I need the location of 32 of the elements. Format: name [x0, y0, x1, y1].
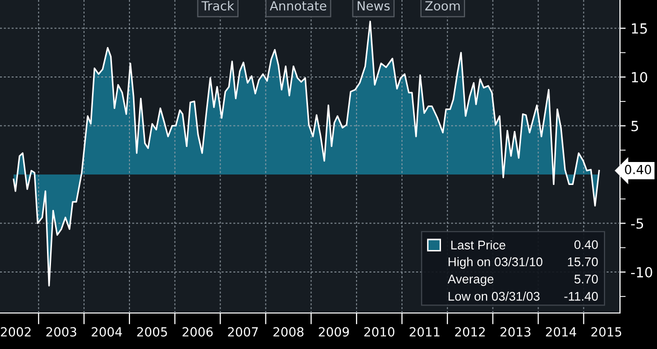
annotation: Zoom	[425, 1, 460, 11]
y-tick-label: -5	[631, 218, 644, 229]
annotation: 15.70	[568, 257, 598, 266]
legend-label: Last Price	[451, 240, 506, 250]
x-tick-label: 2012	[455, 327, 485, 337]
x-tick-label: 2004	[92, 327, 122, 337]
x-tick-label: 2015	[591, 327, 622, 337]
x-tick-label: 2002	[0, 327, 31, 337]
y-tick-label: 15	[632, 23, 647, 34]
annotation: 0.40	[574, 240, 598, 250]
y-tick-label: -10	[631, 267, 652, 278]
annotation: 5.70	[574, 274, 598, 284]
x-tick-label: 2009	[318, 327, 349, 337]
annotation: Annotate	[270, 1, 326, 11]
annotation: 0.40	[624, 164, 652, 174]
x-tick-label: 2013	[500, 327, 530, 337]
x-tick-label: 2005	[137, 327, 167, 337]
x-tick-label: 2006	[182, 327, 213, 337]
y-tick-label: 10	[632, 72, 648, 83]
annotation: High on 03/31/10	[448, 257, 542, 269]
x-tick-label: 2011	[410, 327, 440, 337]
annotation: Average	[448, 274, 494, 286]
x-tick-label: 2007	[228, 327, 258, 337]
annotation: Track	[201, 0, 234, 11]
annotation: -11.40	[564, 292, 598, 301]
y-tick-label: 5	[631, 120, 638, 132]
annotation: News	[358, 1, 390, 11]
x-tick-label: 2014	[546, 327, 576, 337]
annotation: Low on 03/31/03	[448, 292, 540, 301]
x-tick-label: 2003	[46, 327, 76, 337]
x-tick-label: 2010	[364, 327, 394, 337]
x-tick-label: 2008	[273, 327, 304, 337]
